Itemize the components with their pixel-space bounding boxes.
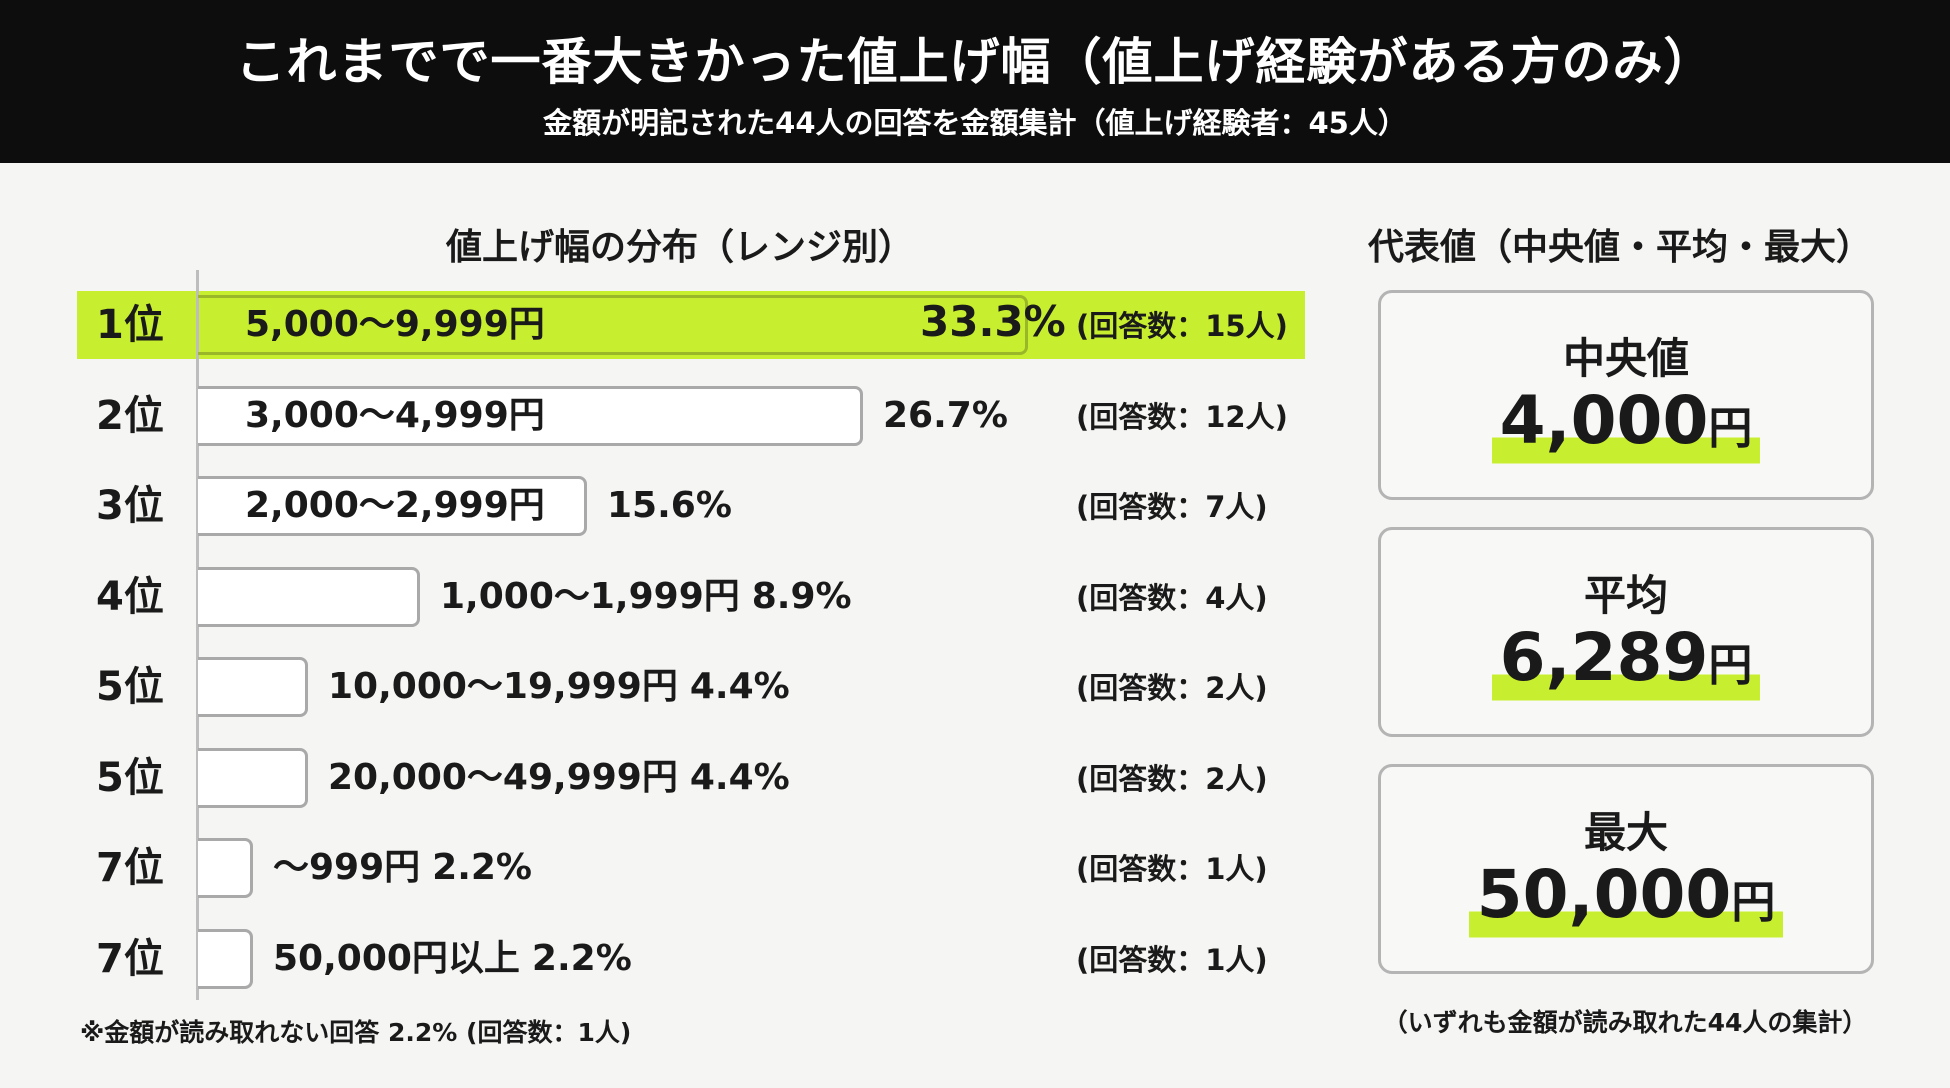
- value-label: 4.4%: [689, 756, 790, 798]
- rank-label: 7位: [96, 935, 164, 982]
- summary-footnote: （いずれも金額が読み取れた44人の集計）: [1382, 1008, 1868, 1037]
- value-label: 26.7%: [883, 394, 1008, 436]
- top-rank-highlight: [77, 291, 1305, 359]
- category-label: 〜999円: [273, 847, 421, 888]
- response-count: (回答数：2人): [1076, 671, 1268, 705]
- rank-label: 7位: [96, 845, 164, 891]
- unreadable-footnote: ※金額が読み取れない回答 2.2% (回答数：1人): [80, 1018, 632, 1047]
- bar: [198, 928, 253, 989]
- bar: [198, 295, 1028, 355]
- average-unit: 円: [1708, 640, 1753, 691]
- summary-heading: 代表値（中央値・平均・最大）: [1367, 227, 1872, 268]
- response-count: (回答数：15人): [1076, 309, 1288, 343]
- rank-label: 5位: [96, 754, 164, 801]
- average-value-highlight: 6,289円: [1491, 618, 1761, 706]
- category-label: 2,000〜2,999円: [245, 485, 545, 526]
- category-label: 5,000〜9,999円: [245, 304, 545, 345]
- category-label: 1,000〜1,999円: [440, 575, 740, 617]
- category-label: 20,000〜49,999円: [328, 756, 678, 798]
- category-label: 50,000円以上: [273, 937, 520, 979]
- rank-label: 3位: [96, 483, 164, 529]
- bar: [198, 657, 308, 717]
- rank-label: 2位: [96, 392, 164, 439]
- response-count: (回答数：1人): [1076, 852, 1268, 886]
- median-card: 中央値 4,000円: [1378, 290, 1874, 500]
- bar: [198, 476, 587, 536]
- response-count: (回答数：4人): [1076, 580, 1268, 615]
- rank-label: 1位: [96, 302, 164, 348]
- distribution-heading: 値上げ幅の分布（レンジ別）: [445, 227, 914, 268]
- response-count: (回答数：12人): [1076, 399, 1288, 434]
- value-label: 2.2%: [432, 847, 532, 888]
- average-card: 平均 6,289円: [1378, 527, 1874, 737]
- average-label: 平均: [1583, 571, 1668, 620]
- value-label: 15.6%: [607, 485, 732, 526]
- page-title: これまでで一番大きかった値上げ幅（値上げ経験がある方のみ）: [235, 33, 1715, 91]
- bar: [198, 747, 308, 808]
- rank-label: 4位: [96, 573, 164, 620]
- max-unit: 円: [1731, 877, 1776, 928]
- bar: [198, 566, 420, 627]
- average-value: 6,289: [1499, 619, 1709, 696]
- value-label: 4.4%: [689, 666, 790, 707]
- value-label: 8.9%: [751, 575, 852, 617]
- max-value-highlight: 50,000円: [1468, 855, 1784, 943]
- bar-axis-line: [196, 270, 199, 1000]
- header-banner: これまでで一番大きかった値上げ幅（値上げ経験がある方のみ） 金額が明記された44…: [0, 0, 1950, 163]
- response-count: (回答数：1人): [1076, 942, 1268, 977]
- bar: [198, 838, 253, 898]
- median-value-highlight: 4,000円: [1491, 381, 1761, 469]
- max-label: 最大: [1583, 808, 1668, 857]
- rank-label: 5位: [96, 664, 164, 710]
- bar: [198, 385, 863, 446]
- median-value: 4,000: [1499, 382, 1709, 459]
- value-label: 2.2%: [531, 937, 632, 979]
- max-value: 50,000: [1476, 856, 1732, 933]
- category-label: 10,000〜19,999円: [328, 666, 678, 707]
- median-label: 中央値: [1562, 334, 1689, 383]
- response-count: (回答数：2人): [1076, 761, 1268, 796]
- value-label: 33.3%: [920, 297, 1066, 346]
- page-subtitle: 金額が明記された44人の回答を金額集計（値上げ経験者：45人）: [543, 106, 1407, 140]
- response-count: (回答数：7人): [1076, 490, 1268, 524]
- median-unit: 円: [1708, 403, 1753, 454]
- category-label: 3,000〜4,999円: [245, 394, 545, 436]
- max-card: 最大 50,000円: [1378, 764, 1874, 974]
